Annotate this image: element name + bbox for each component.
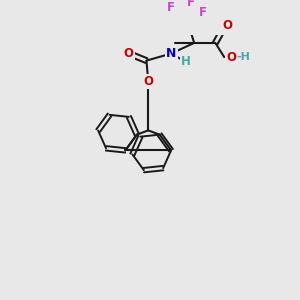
Text: N: N: [166, 47, 176, 60]
Text: H: H: [181, 55, 191, 68]
Text: O: O: [223, 19, 233, 32]
Text: F: F: [199, 6, 207, 20]
Text: F: F: [187, 0, 195, 9]
Text: O: O: [143, 75, 153, 88]
Text: F: F: [167, 1, 175, 14]
Text: O: O: [226, 51, 236, 64]
Text: O: O: [124, 47, 134, 60]
Text: -H: -H: [237, 52, 250, 62]
